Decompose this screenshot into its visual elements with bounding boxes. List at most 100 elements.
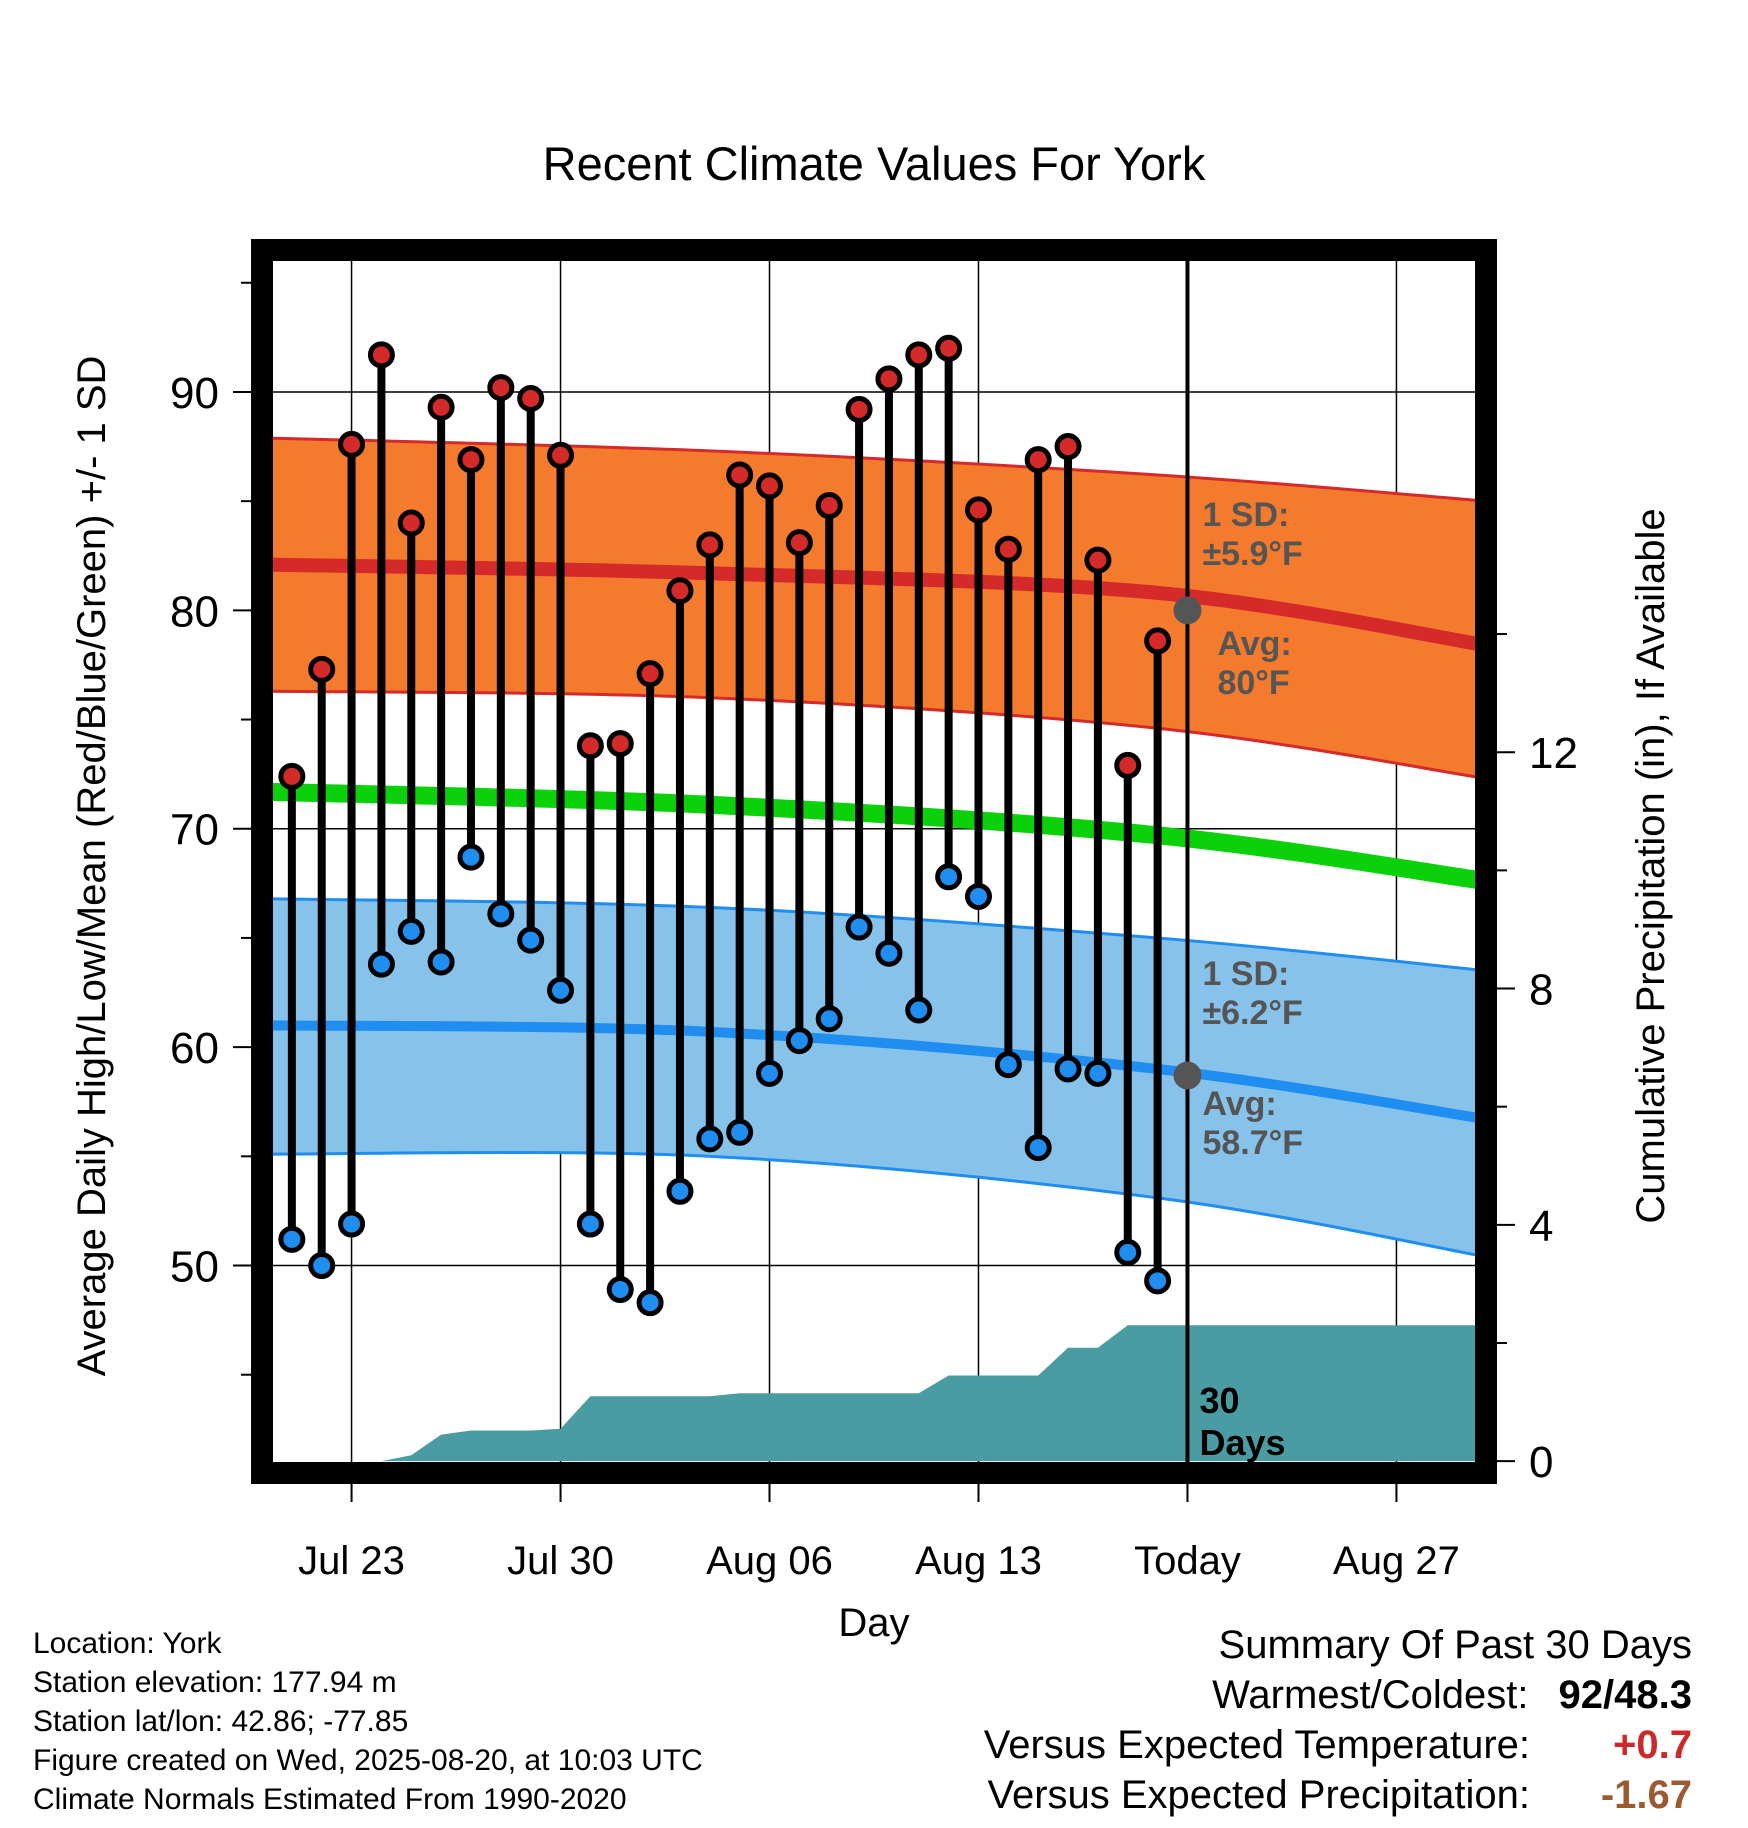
daily-low-point [1024, 1134, 1052, 1162]
daily-low-point [875, 939, 903, 967]
low-avg-value: 58.7°F [1202, 1124, 1303, 1162]
daily-high-point [576, 732, 604, 760]
summary-precip-row: Versus Expected Precipitation: -1.67 [984, 1770, 1692, 1820]
daily-high-point [726, 461, 754, 489]
temp-value: +0.7 [1613, 1723, 1692, 1767]
summary-panel: Summary Of Past 30 Days Warmest/Coldest:… [984, 1620, 1692, 1820]
daily-high-point [547, 441, 575, 469]
daily-high-point [487, 374, 515, 402]
low-sd-upper-line [262, 897, 1486, 973]
y-tick-label: 50 [170, 1243, 219, 1292]
daily-high-point [517, 385, 545, 413]
daily-high-point [367, 341, 395, 369]
precip-area [262, 1325, 1486, 1462]
temp-label: Versus Expected Temperature: [983, 1723, 1530, 1767]
location-text: Location: York [33, 1627, 222, 1660]
daily-high-point [815, 492, 843, 520]
daily-low-point [636, 1289, 664, 1317]
daily-high-point [278, 762, 306, 790]
daily-low-point [367, 950, 395, 978]
daily-low-point [964, 882, 992, 910]
created-text: Figure created on Wed, 2025-08-20, at 10… [33, 1744, 703, 1777]
daily-low-point [1114, 1238, 1142, 1266]
daily-low-point [1054, 1055, 1082, 1083]
x-tick-label: Jul 30 [507, 1539, 614, 1583]
y2-tick-label: 4 [1529, 1202, 1553, 1251]
normals-text: Climate Normals Estimated From 1990-2020 [33, 1783, 627, 1816]
daily-high-point [457, 446, 485, 474]
x-tick-label: Jul 23 [298, 1539, 405, 1583]
warmest-label: Warmest/Coldest: [1212, 1673, 1529, 1717]
high-sd-label: 1 SD: [1202, 496, 1289, 534]
daily-high-point [1114, 751, 1142, 779]
y2-tick-label: 12 [1529, 729, 1578, 778]
high-sd-upper-line [262, 436, 1486, 503]
daily-low-point [427, 948, 455, 976]
daily-low-point [935, 863, 963, 891]
y-tick-label: 60 [170, 1024, 219, 1073]
high-avg-label: Avg: [1217, 625, 1291, 663]
elevation-text: Station elevation: 177.94 m [33, 1666, 397, 1699]
warmest-value: 92/48.3 [1558, 1673, 1692, 1717]
x-tick-label: Today [1134, 1539, 1241, 1583]
daily-high-point [785, 529, 813, 557]
summary-warmest-row: Warmest/Coldest: 92/48.3 [984, 1670, 1692, 1720]
daily-low-point [338, 1210, 366, 1238]
y-tick-label: 70 [170, 806, 219, 855]
daily-high-point [308, 655, 336, 683]
daily-high-point [1024, 446, 1052, 474]
daily-high-point [994, 535, 1022, 563]
daily-high-point [636, 660, 664, 688]
precip-value: -1.67 [1600, 1773, 1692, 1817]
daily-high-point [756, 472, 784, 500]
daily-high-point [845, 395, 873, 423]
y-tick-label: 90 [170, 369, 219, 418]
mean-normal-line [262, 782, 1486, 891]
low-avg-marker [1173, 1061, 1202, 1090]
x-tick-label: Aug 27 [1333, 1539, 1460, 1583]
daily-high-point [905, 341, 933, 369]
x-tick-label: Aug 06 [706, 1539, 833, 1583]
daily-low-point [397, 917, 425, 945]
high-sd-value: ±5.9°F [1202, 535, 1302, 573]
daily-low-point [1084, 1059, 1112, 1087]
chart-title: Recent Climate Values For York [543, 137, 1206, 190]
daily-high-point [606, 730, 634, 758]
daily-high-point [1054, 433, 1082, 461]
daily-low-point [785, 1027, 813, 1055]
daily-low-point [756, 1059, 784, 1087]
daily-low-point [1144, 1267, 1172, 1295]
daily-low-point [726, 1118, 754, 1146]
y2-tick-label: 8 [1529, 966, 1553, 1015]
low-avg-label: Avg: [1202, 1085, 1276, 1123]
daily-high-point [1084, 546, 1112, 574]
daily-low-point [845, 913, 873, 941]
daily-high-point [1144, 627, 1172, 655]
daily-high-point [397, 509, 425, 537]
station-info: Location: York Station elevation: 177.94… [33, 1624, 703, 1819]
daily-high-point [964, 496, 992, 524]
summary-temp-row: Versus Expected Temperature: +0.7 [984, 1720, 1692, 1770]
low-normal-line [262, 1020, 1486, 1125]
high-avg-value: 80°F [1217, 664, 1289, 702]
daily-high-point [427, 393, 455, 421]
days-label-line2: Days [1199, 1422, 1285, 1463]
daily-low-point [457, 843, 485, 871]
daily-high-point [935, 334, 963, 362]
y-tick-label: 80 [170, 587, 219, 636]
daily-low-point [278, 1225, 306, 1253]
daily-high-point [696, 531, 724, 559]
daily-high-point [875, 365, 903, 393]
x-tick-label: Aug 13 [915, 1539, 1042, 1583]
axes: 50 60 70 80 90 0 4 8 12 Jul 23 Jul 30 Aug 06 Aug 13 T… [170, 281, 1578, 1583]
y-axis-label: Average Daily High/Low/Mean (Red/Blue/Gr… [70, 356, 114, 1377]
y2-tick-label: 0 [1529, 1438, 1553, 1487]
precip-label: Versus Expected Precipitation: [987, 1773, 1530, 1817]
days-label-line1: 30 [1199, 1380, 1239, 1421]
high-sd-lower-line [262, 689, 1486, 780]
daily-high-point [338, 430, 366, 458]
x-axis-label: Day [838, 1601, 909, 1645]
y2-axis-label: Cumulative Precipitation (in), If Availa… [1629, 508, 1673, 1223]
